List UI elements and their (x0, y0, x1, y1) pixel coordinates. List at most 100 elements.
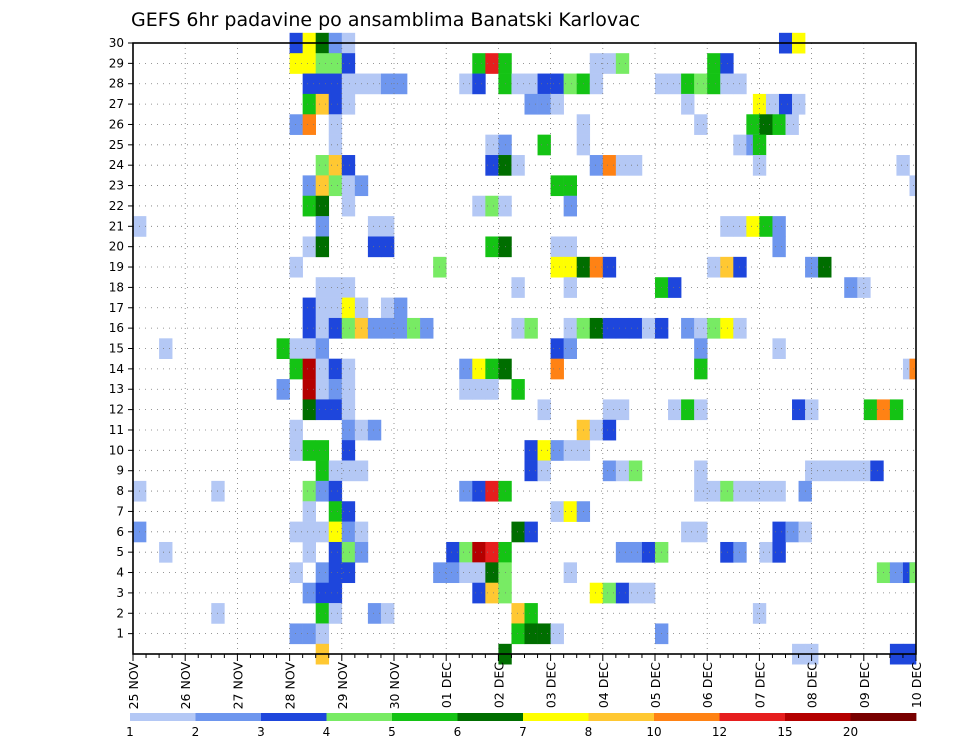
color-legend: 1 2 3 4 5 6 7 8 10 12 15 20 (126, 713, 917, 739)
cell (589, 317, 604, 339)
cell (694, 521, 708, 543)
cell (720, 317, 734, 339)
cell (315, 236, 330, 258)
x-tick-label: 10 DEC (909, 662, 924, 708)
cell (615, 317, 630, 339)
cell (602, 460, 617, 482)
cell (328, 155, 343, 176)
cell (315, 399, 330, 421)
cell (707, 53, 721, 74)
cell (315, 317, 330, 339)
cell (563, 277, 577, 298)
cell (792, 399, 806, 421)
cell (792, 93, 806, 115)
cell (818, 256, 832, 278)
cell (328, 93, 343, 115)
cell (485, 541, 499, 563)
cell (472, 358, 486, 380)
cell (772, 480, 786, 502)
cell (511, 379, 525, 400)
cell (328, 480, 343, 502)
cell (681, 73, 695, 95)
cell (459, 480, 473, 502)
cell (302, 379, 316, 400)
cell (315, 603, 330, 624)
cell (394, 73, 408, 95)
y-tick-label: 3 (116, 586, 124, 600)
cell (550, 501, 564, 522)
color-legend-label: 7 (519, 725, 527, 739)
y-tick-label: 27 (109, 97, 124, 111)
cell (772, 338, 786, 359)
cell (537, 93, 551, 115)
cell (563, 256, 577, 278)
cell (302, 440, 316, 461)
cell (380, 73, 395, 95)
cell (341, 155, 356, 176)
cell (752, 155, 767, 176)
cell (315, 338, 330, 359)
cell (563, 440, 577, 461)
cell (511, 317, 525, 339)
y-tick-label: 22 (109, 199, 124, 213)
cell (550, 358, 564, 380)
cell (289, 53, 303, 74)
grid-lines (133, 43, 916, 654)
cell (563, 562, 577, 584)
cell (380, 603, 395, 624)
cell (772, 236, 786, 258)
y-tick-label: 5 (116, 545, 124, 559)
cell (511, 623, 525, 645)
cell (485, 155, 499, 176)
cell (537, 399, 551, 421)
cell (315, 53, 330, 74)
cell (752, 93, 767, 115)
color-legend-label: 12 (712, 725, 727, 739)
cell (341, 73, 356, 95)
cell (472, 53, 486, 74)
y-tick-label: 4 (116, 566, 124, 580)
cell (746, 216, 760, 237)
y-tick-label: 16 (109, 321, 124, 335)
cell (328, 114, 343, 135)
cell (909, 175, 917, 197)
cell (315, 582, 330, 604)
x-tick-label: 29 NOV (335, 662, 350, 710)
cell (472, 379, 486, 400)
cell (511, 155, 525, 176)
cell (328, 134, 343, 156)
color-legend-swatch (850, 713, 917, 721)
cell (459, 562, 473, 584)
cell (628, 582, 643, 604)
cell (778, 93, 793, 115)
cell (844, 460, 858, 482)
cell (328, 53, 343, 74)
cell (289, 256, 303, 278)
color-legend-swatch (785, 713, 851, 721)
cell (772, 541, 786, 563)
color-legend-swatch (719, 713, 786, 721)
cell (341, 541, 356, 563)
cell (341, 562, 356, 584)
cell (302, 236, 316, 258)
cell (537, 623, 551, 645)
color-legend-swatch (261, 713, 327, 721)
color-legend-swatch (523, 713, 589, 721)
cell (785, 114, 799, 135)
cell (459, 73, 473, 95)
cell (302, 317, 316, 339)
color-legend-label: 4 (323, 725, 331, 739)
cell (550, 338, 564, 359)
cell (485, 480, 499, 502)
cell (563, 317, 577, 339)
cell (537, 134, 551, 156)
cell (302, 338, 316, 359)
cell (602, 419, 617, 441)
y-tick-label: 10 (109, 443, 124, 457)
x-tick-label: 04 DEC (596, 662, 611, 708)
cell (302, 175, 316, 197)
cell (394, 297, 408, 319)
y-tick-label: 21 (109, 219, 124, 233)
cell (367, 236, 382, 258)
cell (589, 582, 604, 604)
